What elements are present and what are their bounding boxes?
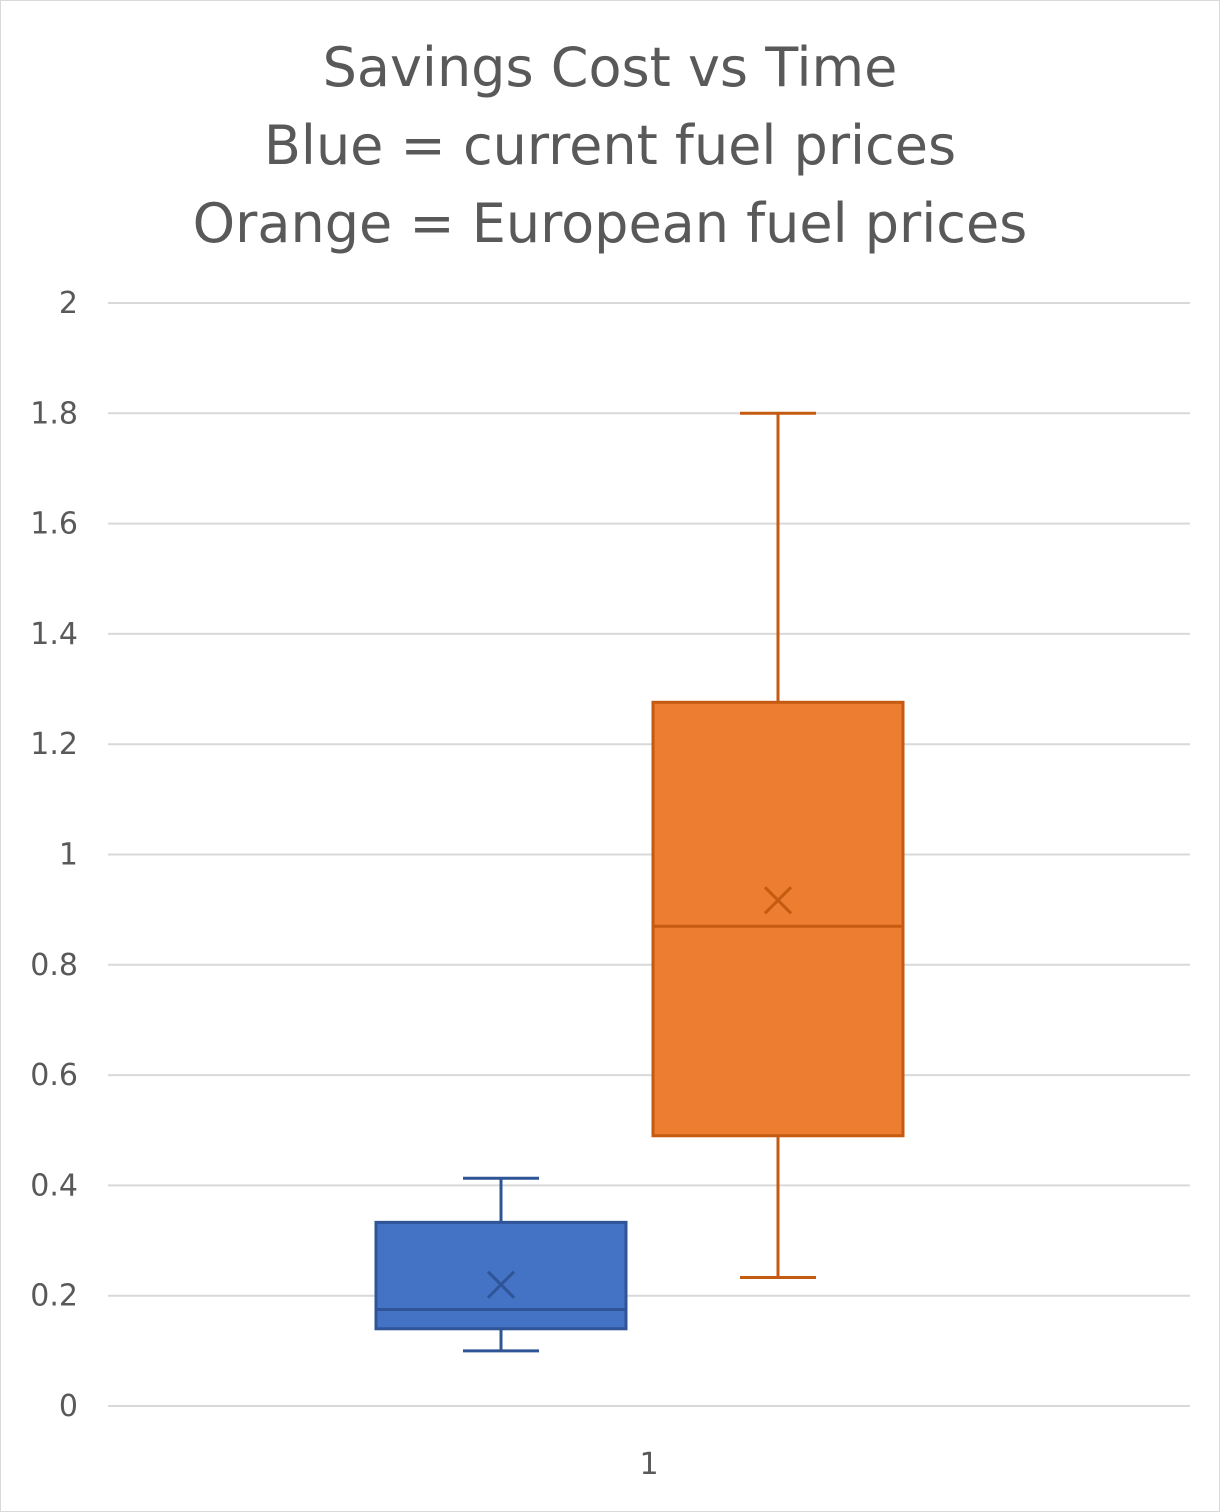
y-tick-label: 2: [59, 286, 78, 321]
y-tick-label: 0.6: [30, 1058, 78, 1093]
y-tick-label: 1.6: [30, 507, 78, 542]
y-tick-label: 0.4: [30, 1168, 78, 1203]
chart-title-line-1: Savings Cost vs Time: [322, 36, 898, 99]
x-axis-tick-labels: 1: [639, 1447, 658, 1482]
y-tick-label: 0.8: [30, 948, 78, 983]
gridlines: [108, 302, 1190, 1407]
box-series-2: [651, 411, 905, 1280]
y-tick-label: 1.2: [30, 727, 78, 762]
boxes: [374, 411, 905, 1353]
mean-marker: [763, 886, 793, 915]
box-body: [374, 1220, 628, 1331]
y-tick-label: 1.4: [30, 617, 78, 652]
mean-marker: [486, 1270, 516, 1299]
chart-title-line-3: Orange = European fuel prices: [192, 192, 1028, 255]
box-body: [651, 700, 905, 1138]
chart-title-line-2: Blue = current fuel prices: [263, 114, 957, 177]
y-tick-label: 0.2: [30, 1279, 78, 1314]
y-axis-tick-labels: 0 0.2 0.4 0.6 0.8 1 1.2 1.4 1.6 1.8 2: [30, 286, 78, 1424]
y-tick-label: 1.8: [30, 396, 78, 431]
x-tick-label: 1: [639, 1447, 658, 1482]
y-tick-label: 0: [59, 1389, 78, 1424]
box-series-1: [374, 1176, 628, 1353]
y-tick-label: 1: [59, 838, 78, 873]
